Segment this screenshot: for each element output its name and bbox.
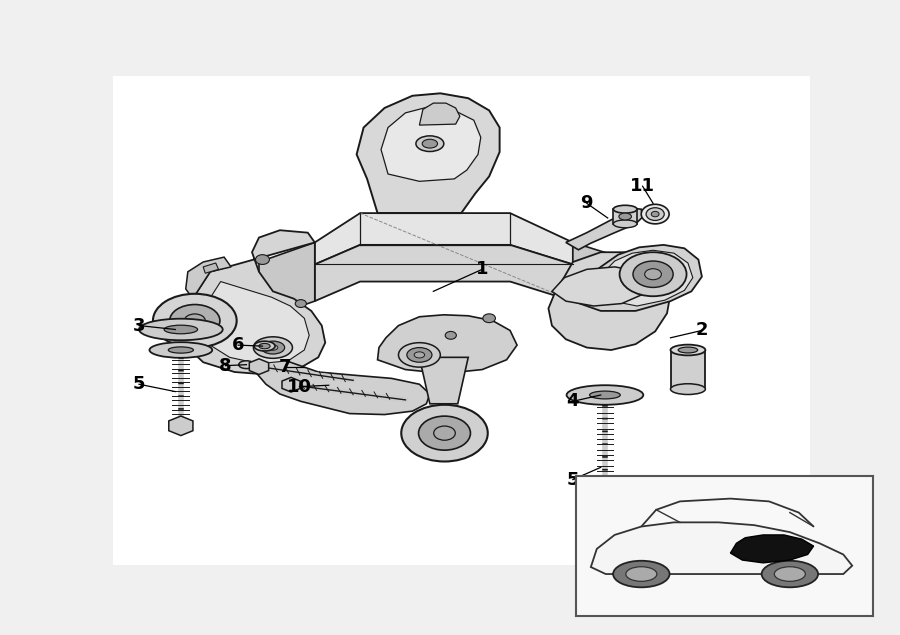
Polygon shape	[566, 208, 643, 250]
Polygon shape	[552, 267, 657, 306]
Polygon shape	[670, 350, 706, 389]
Polygon shape	[419, 358, 468, 404]
Text: 7: 7	[279, 358, 292, 376]
Circle shape	[641, 204, 669, 224]
Ellipse shape	[407, 347, 432, 362]
Text: 11: 11	[630, 177, 655, 195]
Ellipse shape	[401, 404, 488, 462]
Text: 2: 2	[696, 321, 708, 340]
Ellipse shape	[268, 345, 278, 351]
Ellipse shape	[434, 426, 455, 440]
Ellipse shape	[184, 314, 205, 328]
Circle shape	[256, 255, 269, 264]
Ellipse shape	[619, 252, 687, 297]
Ellipse shape	[422, 139, 437, 148]
Ellipse shape	[164, 325, 198, 334]
Polygon shape	[202, 281, 310, 364]
Ellipse shape	[679, 347, 698, 353]
Polygon shape	[548, 252, 670, 350]
Ellipse shape	[414, 352, 425, 358]
Polygon shape	[185, 257, 231, 298]
Polygon shape	[169, 416, 193, 436]
Polygon shape	[249, 359, 268, 375]
Text: 1: 1	[476, 260, 489, 278]
Ellipse shape	[567, 385, 644, 404]
Text: 10: 10	[287, 378, 312, 396]
Polygon shape	[315, 245, 573, 301]
Circle shape	[295, 300, 306, 307]
Polygon shape	[613, 209, 637, 224]
Text: 3: 3	[133, 317, 145, 335]
Ellipse shape	[670, 384, 706, 394]
Text: 5: 5	[133, 375, 145, 393]
Ellipse shape	[633, 261, 673, 288]
Circle shape	[446, 331, 456, 339]
Ellipse shape	[590, 391, 620, 399]
Circle shape	[652, 211, 659, 217]
Circle shape	[774, 567, 806, 581]
Ellipse shape	[170, 305, 220, 337]
Text: 6: 6	[232, 336, 244, 354]
Ellipse shape	[149, 342, 212, 358]
Ellipse shape	[416, 136, 444, 152]
Ellipse shape	[613, 205, 637, 213]
Polygon shape	[315, 213, 573, 264]
Polygon shape	[381, 107, 481, 182]
Ellipse shape	[153, 294, 237, 347]
Circle shape	[613, 561, 670, 587]
Polygon shape	[203, 263, 219, 273]
Polygon shape	[256, 356, 430, 415]
Polygon shape	[182, 231, 325, 375]
Polygon shape	[573, 243, 635, 321]
Ellipse shape	[259, 344, 270, 349]
Ellipse shape	[261, 341, 284, 354]
Ellipse shape	[168, 347, 194, 353]
Polygon shape	[112, 76, 810, 565]
Ellipse shape	[139, 319, 222, 340]
Polygon shape	[378, 315, 517, 373]
Ellipse shape	[670, 345, 706, 356]
Text: 5: 5	[567, 471, 579, 488]
Ellipse shape	[418, 416, 471, 450]
Polygon shape	[573, 245, 702, 311]
Polygon shape	[356, 93, 500, 213]
Ellipse shape	[254, 337, 292, 358]
Ellipse shape	[238, 361, 254, 368]
Polygon shape	[599, 250, 693, 306]
Polygon shape	[259, 243, 315, 321]
Circle shape	[761, 561, 818, 587]
Ellipse shape	[399, 343, 440, 367]
Text: 9: 9	[580, 194, 593, 212]
Circle shape	[626, 567, 657, 581]
Polygon shape	[590, 523, 852, 574]
Ellipse shape	[613, 220, 637, 228]
Text: 8: 8	[220, 357, 232, 375]
Ellipse shape	[644, 269, 662, 280]
Ellipse shape	[254, 341, 275, 351]
Polygon shape	[282, 377, 300, 392]
Polygon shape	[419, 103, 460, 125]
Polygon shape	[731, 535, 814, 563]
Circle shape	[646, 208, 664, 220]
Circle shape	[483, 314, 495, 323]
Text: 4: 4	[567, 392, 579, 410]
Ellipse shape	[619, 213, 632, 220]
Polygon shape	[592, 485, 617, 506]
